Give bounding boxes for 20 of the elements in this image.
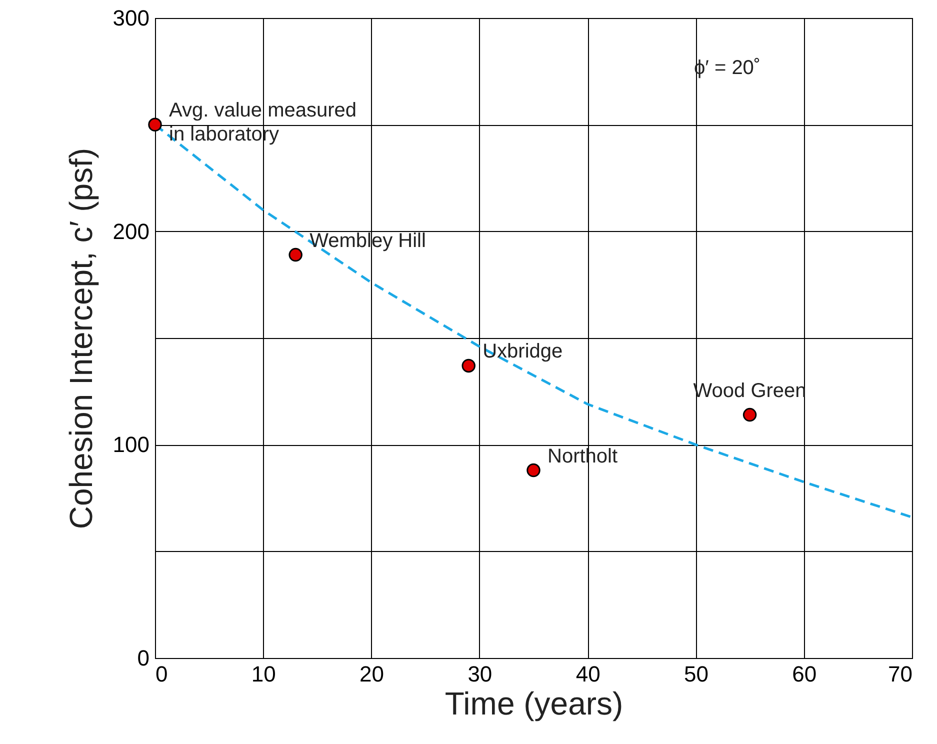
point bbox=[288, 248, 302, 262]
x-tick-label: 0 bbox=[156, 662, 168, 686]
x-tick-label: 70 bbox=[888, 662, 912, 686]
x-tick-label: 50 bbox=[684, 662, 708, 686]
y-tick-label: 200 bbox=[112, 218, 150, 244]
point bbox=[742, 408, 757, 422]
point bbox=[148, 118, 162, 132]
point bbox=[462, 358, 476, 373]
x-tick-label: 20 bbox=[360, 662, 384, 686]
x-axis-title: Time (years) bbox=[444, 686, 624, 722]
annotation: Uxbridge bbox=[482, 340, 563, 363]
y-axis-title: Cohesion Intercept, c′ (psf) bbox=[62, 148, 99, 530]
y-tick-label: 0 bbox=[137, 646, 150, 670]
y-tick-label: 300 bbox=[112, 6, 150, 30]
x-tick-label: 40 bbox=[576, 662, 600, 686]
point bbox=[526, 463, 540, 478]
x-tick-label: 60 bbox=[792, 662, 817, 686]
x-tick-label: 30 bbox=[468, 662, 492, 686]
y-tick-label: 100 bbox=[112, 432, 150, 458]
x-tick-label: 10 bbox=[251, 662, 276, 686]
